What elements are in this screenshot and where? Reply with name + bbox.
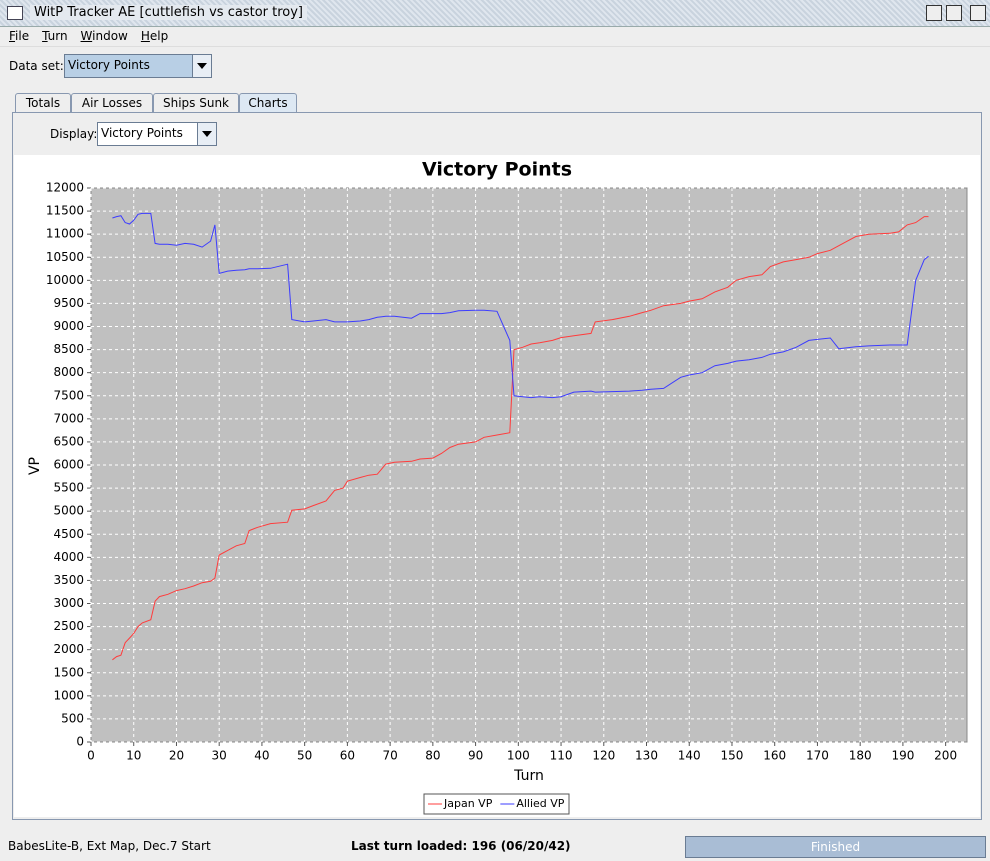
y-tick-label: 2000 <box>53 642 84 656</box>
x-tick-label: 180 <box>849 749 872 763</box>
dataset-label: Data set: <box>9 59 64 73</box>
minimize-button[interactable] <box>926 5 942 21</box>
status-text: Last turn loaded: 196 (06/20/42) <box>351 839 571 853</box>
x-tick-label: 70 <box>382 749 397 763</box>
dataset-combo[interactable]: Victory Points <box>64 54 212 78</box>
status-text: BabesLite-B, Ext Map, Dec.7 Start <box>8 839 211 853</box>
x-tick-label: 90 <box>468 749 483 763</box>
legend-label: Japan VP <box>443 797 493 810</box>
combo-arrow[interactable] <box>197 123 216 145</box>
combo-value: Victory Points <box>98 123 197 145</box>
y-axis-label: VP <box>27 457 43 475</box>
window-title: WitP Tracker AE [cuttlefish vs castor tr… <box>30 5 308 20</box>
tab[interactable]: Totals <box>15 93 71 113</box>
y-tick-label: 6000 <box>53 458 84 472</box>
display-combo[interactable]: Victory Points <box>97 122 217 146</box>
close-button[interactable] <box>970 5 986 21</box>
title-bar: WitP Tracker AE [cuttlefish vs castor tr… <box>0 0 990 27</box>
x-tick-label: 110 <box>550 749 573 763</box>
y-tick-label: 11000 <box>46 227 84 241</box>
y-tick-label: 5500 <box>53 481 84 495</box>
combo-arrow[interactable] <box>192 55 211 77</box>
x-tick-label: 190 <box>891 749 914 763</box>
chart-title: Victory Points <box>422 159 572 181</box>
y-tick-label: 1000 <box>53 688 84 702</box>
menu-item[interactable]: File <box>9 29 30 43</box>
y-tick-label: 6500 <box>53 434 84 448</box>
window-icon <box>7 6 23 20</box>
menu-item[interactable]: Turn <box>42 29 68 43</box>
tab[interactable]: Air Losses <box>71 93 153 113</box>
x-tick-label: 130 <box>635 749 658 763</box>
y-tick-label: 7000 <box>53 411 84 425</box>
y-tick-label: 1500 <box>53 665 84 679</box>
y-tick-label: 2500 <box>53 619 84 633</box>
x-tick-label: 160 <box>763 749 786 763</box>
x-tick-label: 80 <box>425 749 440 763</box>
y-tick-label: 8000 <box>53 365 84 379</box>
x-tick-label: 170 <box>806 749 829 763</box>
menu-bar: File Turn Window Help <box>0 27 990 47</box>
y-tick-label: 9000 <box>53 319 84 333</box>
y-tick-label: 12000 <box>46 181 84 195</box>
y-tick-label: 0 <box>76 735 84 749</box>
y-tick-label: 4500 <box>53 527 84 541</box>
y-tick-label: 8500 <box>53 342 84 356</box>
x-tick-label: 0 <box>87 749 95 763</box>
x-tick-label: 60 <box>340 749 355 763</box>
x-tick-label: 140 <box>678 749 701 763</box>
y-tick-label: 10500 <box>46 250 84 264</box>
display-label: Display: <box>50 127 98 141</box>
y-tick-label: 5000 <box>53 504 84 518</box>
y-tick-label: 4000 <box>53 550 84 564</box>
x-tick-label: 200 <box>934 749 957 763</box>
x-tick-label: 120 <box>592 749 615 763</box>
legend-box <box>423 793 570 815</box>
maximize-button[interactable] <box>946 5 962 21</box>
data-line <box>112 212 929 399</box>
y-tick-label: 10000 <box>46 273 84 287</box>
y-tick-label: 3000 <box>53 596 84 610</box>
x-tick-label: 150 <box>721 749 744 763</box>
menu-item[interactable]: Help <box>140 29 169 43</box>
x-tick-label: 20 <box>169 749 184 763</box>
x-tick-label: 30 <box>212 749 227 763</box>
x-tick-label: 50 <box>297 749 312 763</box>
menu-item[interactable]: Window <box>80 29 128 43</box>
progress-bar: Finished <box>685 836 986 858</box>
x-tick-label: 100 <box>507 749 530 763</box>
tab[interactable]: Charts <box>239 93 297 113</box>
combo-value: Victory Points <box>65 55 192 77</box>
x-axis-label: Turn <box>513 768 544 784</box>
y-tick-label: 3500 <box>53 573 84 587</box>
data-line <box>112 216 929 661</box>
tab[interactable]: Ships Sunk <box>153 93 239 113</box>
y-tick-label: 11500 <box>46 204 84 218</box>
y-tick-label: 500 <box>61 711 84 725</box>
y-tick-label: 7500 <box>53 388 84 402</box>
x-tick-label: 40 <box>254 749 269 763</box>
y-tick-label: 9500 <box>53 296 84 310</box>
chart: Victory Points Turn VP 05001000150020002… <box>14 155 980 817</box>
legend-label: Allied VP <box>516 797 564 810</box>
x-tick-label: 10 <box>126 749 141 763</box>
